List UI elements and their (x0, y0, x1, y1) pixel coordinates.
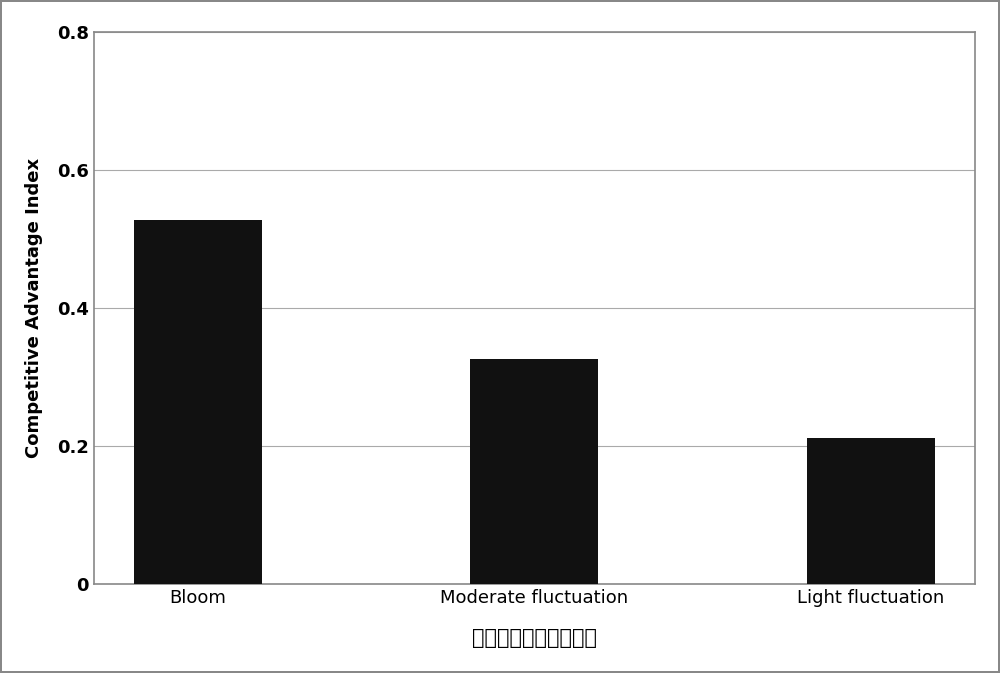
Y-axis label: Competitive Advantage Index: Competitive Advantage Index (25, 158, 43, 458)
X-axis label: 渔业资源风险影响级别: 渔业资源风险影响级别 (472, 628, 597, 648)
Bar (807, 438, 935, 584)
Bar (134, 221, 262, 584)
Bar (470, 359, 598, 584)
